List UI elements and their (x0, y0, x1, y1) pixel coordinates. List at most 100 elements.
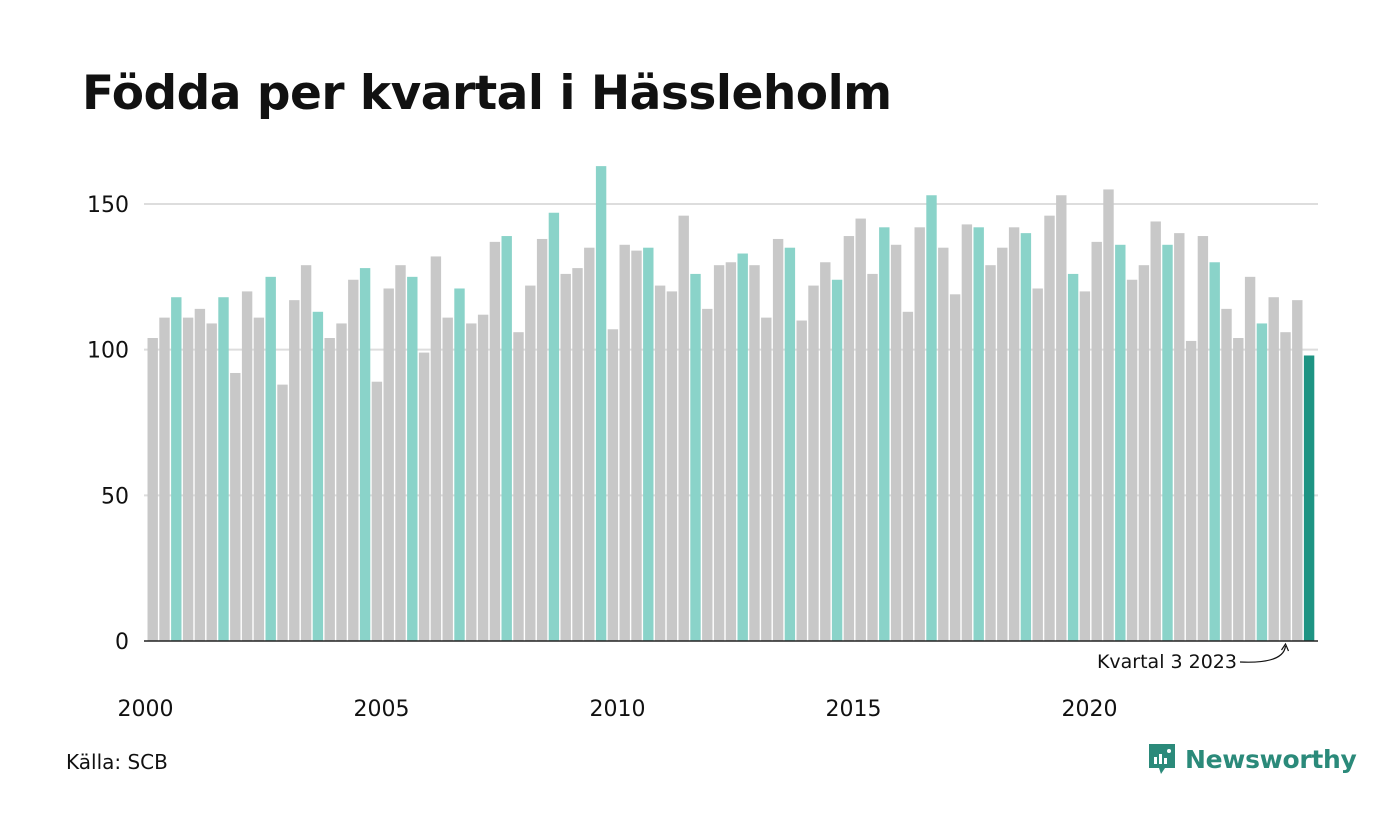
bar (466, 323, 477, 641)
bar (808, 285, 819, 641)
bar (1221, 308, 1232, 641)
bar (1150, 221, 1161, 642)
bar (359, 268, 371, 641)
bar (1162, 244, 1173, 641)
bar (147, 338, 158, 641)
x-tick-label: 2005 (354, 697, 410, 722)
bar (159, 317, 170, 641)
bar (513, 332, 524, 641)
bar (1185, 340, 1197, 641)
bar (643, 247, 654, 641)
bar (619, 244, 630, 641)
bar (265, 276, 276, 641)
bar (1079, 291, 1091, 641)
bar (926, 195, 937, 641)
bar (1197, 236, 1209, 641)
bar (796, 320, 807, 641)
bar (171, 297, 182, 641)
y-axis: 0 50 100 150 (87, 193, 129, 655)
bar (914, 227, 925, 641)
bar (820, 262, 831, 641)
annotation: Kvartal 3 2023 (1097, 642, 1290, 673)
bar (1280, 332, 1291, 641)
bar (855, 218, 866, 642)
bar (890, 244, 902, 641)
bar (1303, 355, 1315, 641)
x-tick-label: 2000 (118, 697, 174, 722)
bar (761, 317, 772, 641)
bar (383, 288, 394, 641)
bar (961, 224, 973, 642)
bar (407, 276, 418, 641)
chart-title: Födda per kvartal i Hässleholm (82, 66, 892, 121)
bar (595, 166, 607, 642)
bar (194, 308, 206, 641)
bar (997, 247, 1008, 641)
bar (525, 285, 536, 641)
bar (1174, 233, 1185, 641)
bar (536, 238, 548, 641)
bar (218, 297, 229, 641)
bar (348, 279, 359, 641)
bar (289, 300, 300, 641)
bar (678, 215, 689, 642)
bar (1115, 244, 1126, 641)
bar (477, 314, 489, 641)
x-axis: 2000 2005 2010 2015 2020 (118, 640, 1318, 722)
brand[interactable]: Newsworthy (1147, 742, 1357, 776)
annotation-arrowhead (1281, 642, 1290, 652)
bar (572, 268, 583, 641)
bar (277, 384, 288, 641)
bar (418, 352, 430, 641)
bar (489, 241, 501, 641)
bar (1138, 265, 1150, 641)
bar (300, 265, 312, 641)
bar (831, 279, 843, 641)
bar (737, 253, 748, 641)
bar (1091, 241, 1102, 641)
bar (1020, 233, 1032, 641)
bar (206, 323, 217, 641)
newsworthy-logo-icon (1149, 744, 1175, 774)
bar (985, 265, 996, 641)
bar (395, 265, 406, 641)
bar (843, 236, 855, 641)
bar (371, 381, 383, 641)
bar (1233, 338, 1244, 641)
x-tick-label: 2015 (826, 697, 882, 722)
bar (725, 262, 737, 641)
bar (230, 372, 241, 641)
bar (1067, 273, 1079, 641)
bar (182, 317, 194, 641)
bar (690, 273, 701, 641)
bar (879, 227, 890, 641)
bar (548, 212, 560, 642)
bar (454, 288, 465, 641)
bar (1209, 262, 1220, 641)
bar (702, 308, 713, 641)
bar (1292, 300, 1303, 641)
bar (902, 311, 914, 641)
bar (949, 294, 961, 641)
y-tick-label: 150 (87, 193, 129, 218)
bar (772, 238, 784, 641)
x-tick-label: 2020 (1062, 697, 1118, 722)
bar (560, 273, 571, 641)
bar (713, 265, 725, 641)
annotation-arrow (1239, 645, 1287, 663)
bar (631, 250, 642, 641)
y-tick-label: 50 (101, 484, 129, 509)
bar (1032, 288, 1043, 641)
bar (430, 256, 442, 641)
bar (584, 247, 595, 641)
y-tick-label: 100 (87, 339, 129, 364)
bar (1244, 276, 1256, 641)
bar (973, 227, 984, 641)
bars (147, 166, 1315, 642)
bar (1103, 189, 1114, 641)
bar (654, 285, 666, 641)
bar (324, 338, 335, 641)
bar (784, 247, 796, 641)
bar (1256, 323, 1268, 641)
